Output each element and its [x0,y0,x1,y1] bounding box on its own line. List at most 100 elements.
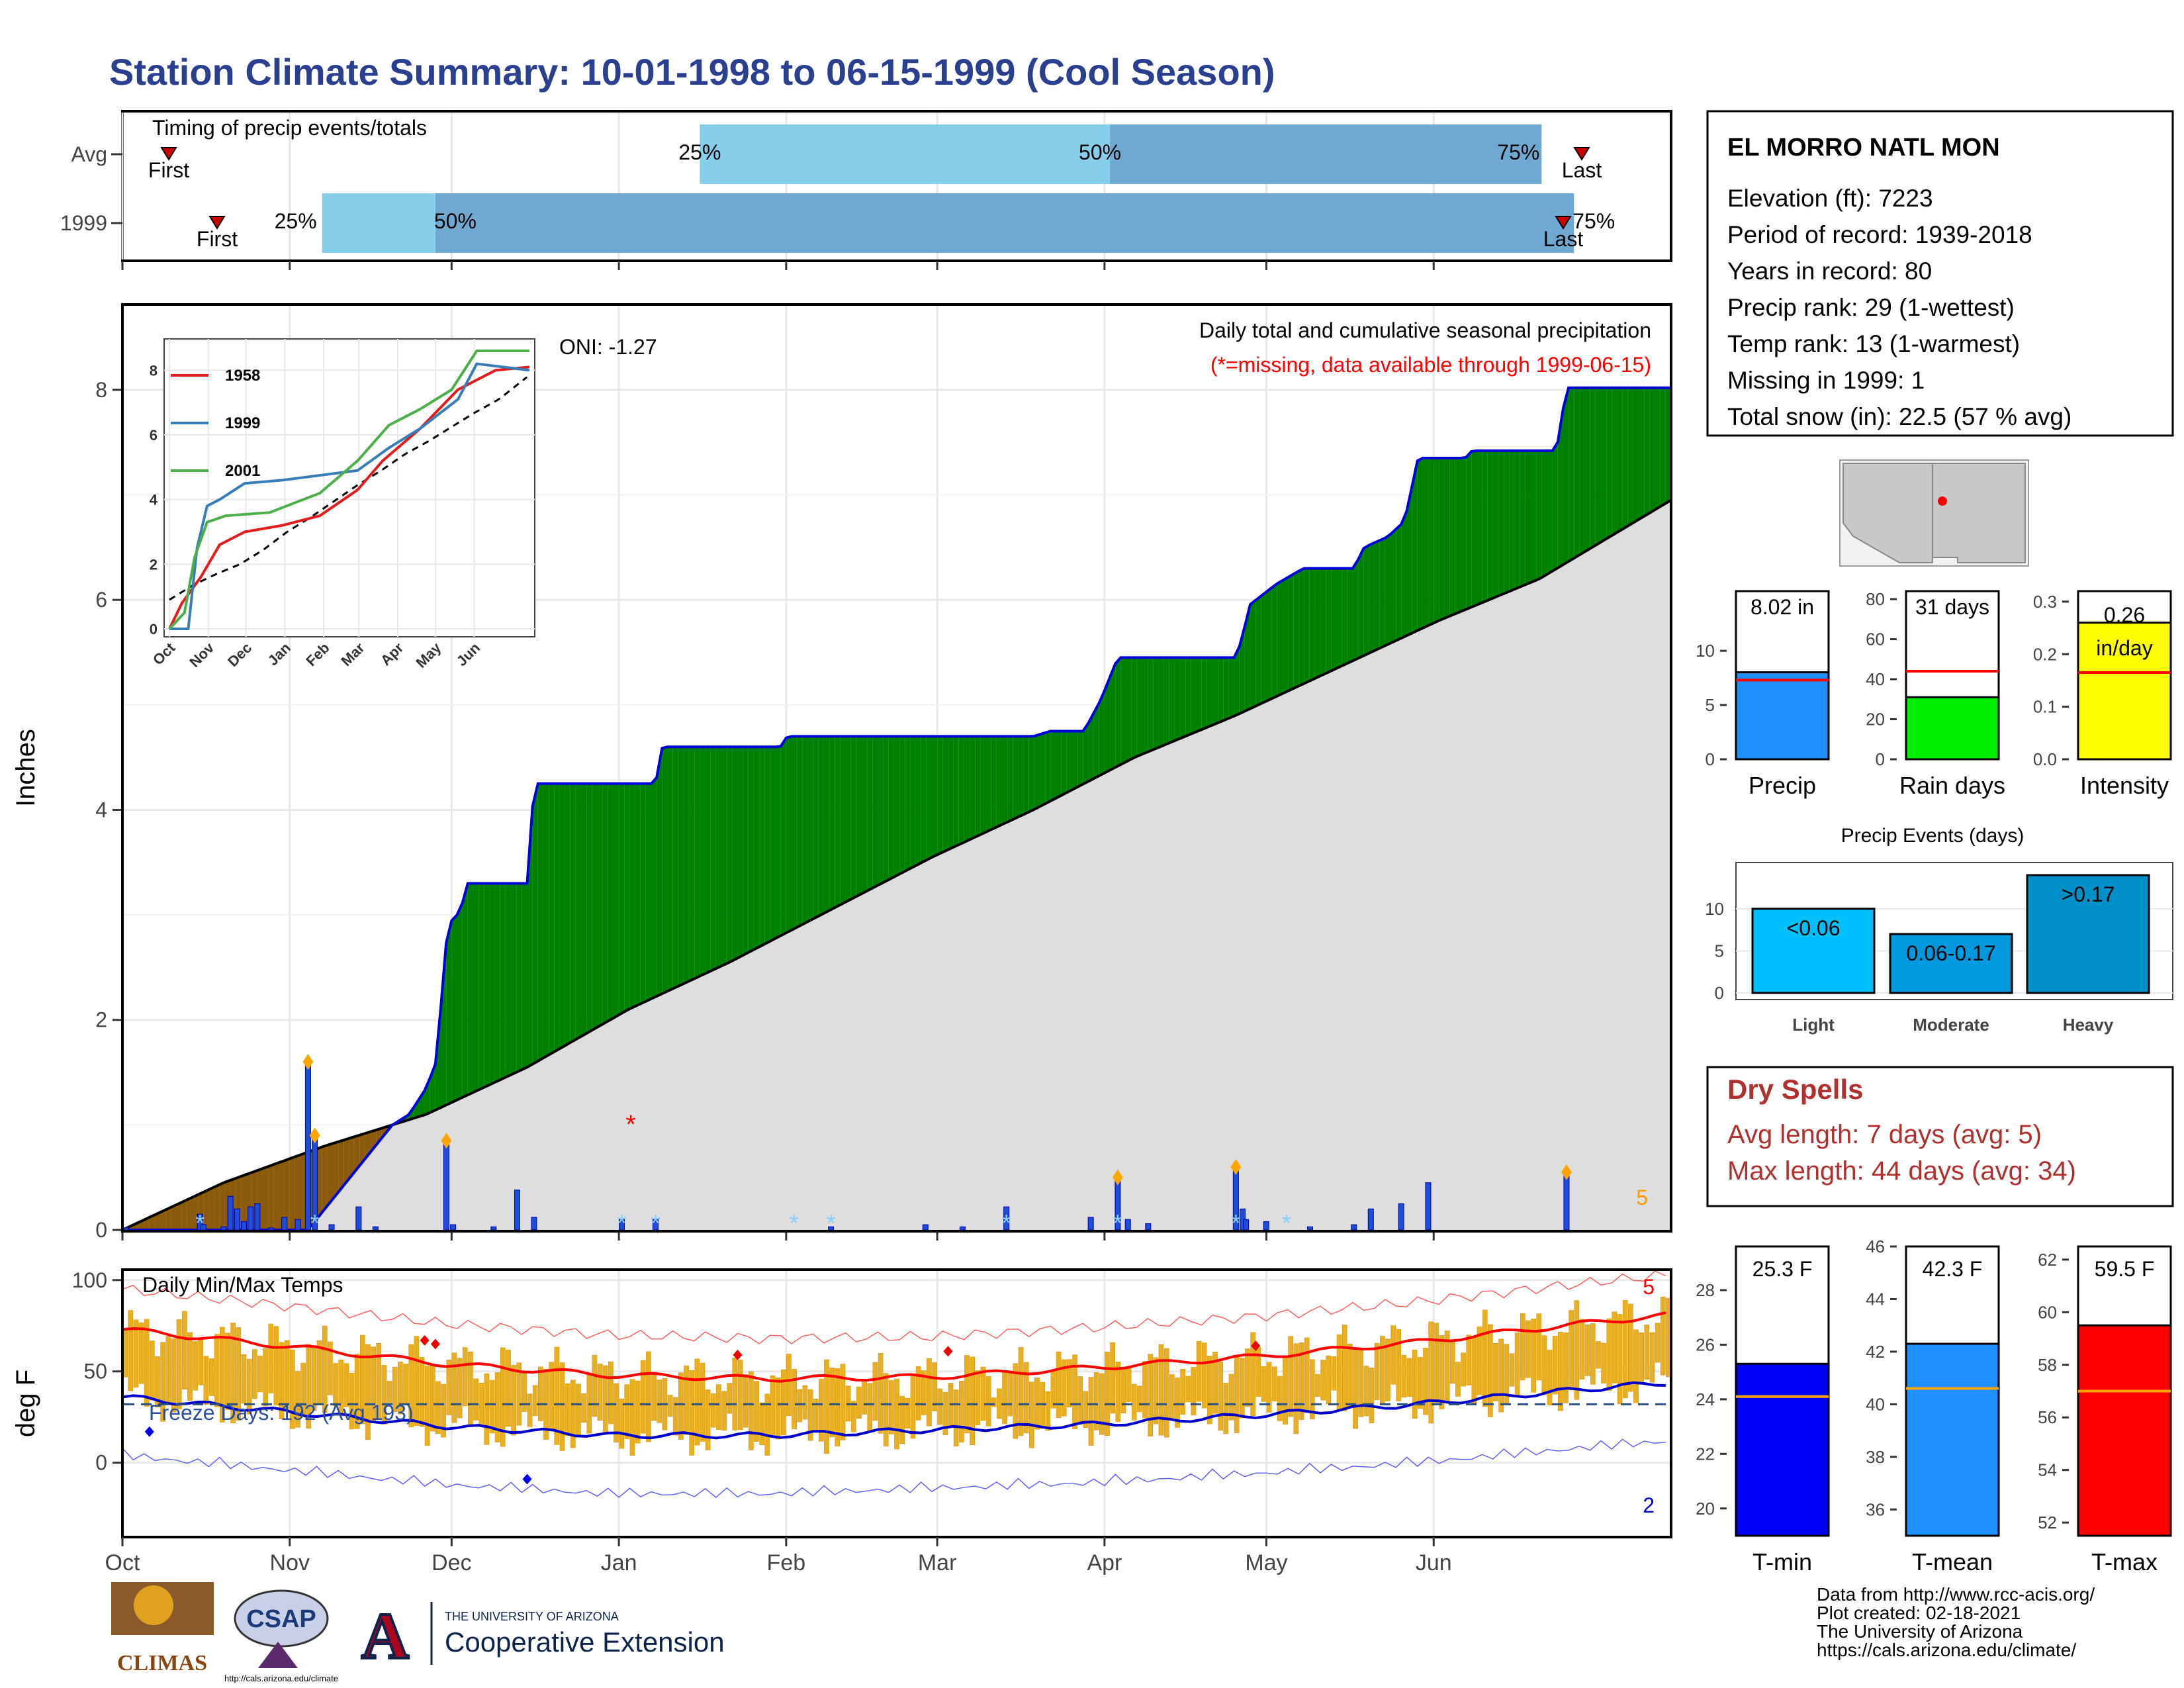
daily-temp-bar [171,1338,177,1413]
below-average-segment [214,1184,220,1230]
above-average-segment [1466,451,1472,610]
daily-precip-bar [1563,1172,1570,1231]
above-average-segment [662,747,668,994]
above-average-segment [672,747,678,989]
below-average-segment [316,1147,322,1219]
above-average-segment [1115,657,1121,768]
daily-temp-bar [1201,1342,1207,1409]
daily-temp-bar [743,1374,749,1428]
above-average-segment [1185,657,1191,737]
below-average-segment [219,1182,225,1230]
daily-temp-bar [807,1389,813,1441]
above-average-segment [1088,713,1094,782]
above-average-segment [1206,657,1212,727]
above-average-segment [1099,690,1105,776]
daily-temp-bar [1525,1320,1531,1378]
daily-temp-bar [1110,1342,1115,1414]
daily-temp-bar [1148,1354,1154,1436]
record-high-marker [430,1338,440,1350]
daily-temp-bar [1412,1350,1418,1419]
above-average-segment [489,883,495,1085]
above-average-segment [764,747,770,945]
daily-temp-bar [985,1376,991,1427]
above-average-segment [1520,450,1525,587]
daily-temp-bar [1196,1341,1202,1402]
above-average-segment [1422,458,1429,628]
above-average-segment [575,783,582,1040]
daily-temp-bar [1428,1321,1434,1424]
mini-category-label: Precip [1749,772,1816,799]
daily-temp-bar [473,1378,478,1421]
daily-temp-bar [225,1333,230,1410]
daily-temp-bar [829,1368,835,1437]
mini-value-bar [1905,696,2000,761]
above-average-segment [1018,736,1024,818]
month-label: Feb [767,1550,806,1575]
daily-precip-bar [1124,1219,1131,1231]
mini-y-tick-label: 60 [2038,1302,2057,1322]
mini-y-tick-label: 36 [1866,1499,1885,1519]
daily-temp-bar [1050,1371,1056,1409]
mini-y-tick-label: 22 [1696,1444,1715,1464]
missing-note: (*=missing, data available through 1999-… [1210,353,1651,377]
above-average-segment [1358,548,1364,659]
above-average-segment [1212,657,1218,726]
above-average-segment [1083,723,1089,784]
events-title: Precip Events (days) [1841,825,2025,847]
above-average-segment [748,747,754,953]
daily-temp-bar [1223,1383,1229,1434]
daily-temp-bar [1644,1325,1650,1380]
precip-y-ticks: 0 2 4 6 8 [95,378,1435,1242]
above-average-segment [602,783,608,1025]
mini-y-tick-label: 28 [1696,1280,1715,1300]
daily-temp-bar [850,1401,856,1432]
above-average-segment [845,736,851,902]
daily-temp-bar [1406,1358,1412,1397]
daily-temp-bar [1563,1333,1569,1403]
daily-precip-bar [1087,1217,1094,1231]
above-average-segment [613,783,619,1018]
above-average-segment [1639,387,1645,520]
snow-event-marker [1112,1169,1123,1186]
daily-temp-bar [451,1352,457,1423]
above-average-segment [840,736,846,906]
daily-temp-bar [1320,1360,1326,1401]
daily-temp-bar [1439,1335,1445,1409]
below-average-segment [241,1174,247,1230]
average-cumulative-line [122,498,1672,1231]
daily-temp-bar [1531,1319,1536,1393]
daily-temp-bar [284,1340,290,1410]
timing-bar-25-50 [700,124,1111,184]
daily-temp-bar [1547,1350,1553,1405]
first-event-label: First [197,227,238,251]
above-average-segment [813,736,819,919]
events-bar [2026,874,2150,994]
daily-precip-bar [531,1217,537,1231]
university-of-arizona-logo: A THE UNIVERSITY OF ARIZONA Cooperative … [360,1598,725,1674]
timing-label: Timing of precip events/totals [152,116,427,140]
below-average-segment [295,1154,301,1230]
daily-temp-bar [198,1339,204,1385]
daily-temp-bar [678,1372,684,1440]
daily-temp-bar [279,1342,285,1419]
daily-temp-bar [268,1323,274,1393]
daily-temp-bar [629,1379,635,1456]
daily-temp-bar [1493,1342,1498,1401]
below-average-segment [354,1135,360,1172]
above-average-segment [624,783,630,1012]
above-average-segment [1045,731,1051,804]
daily-temp-bar [1315,1374,1320,1397]
mini-y-tick-label: 58 [2038,1355,2057,1375]
precip-panel-frame [121,303,1672,1233]
events-y-tick-label: 5 [1715,941,1724,961]
below-average-segment [154,1212,161,1230]
new-mexico-shape [1932,463,2026,563]
mini-y-tick-label: 40 [1866,1394,1885,1414]
daily-temp-bar [1099,1373,1105,1435]
daily-temp-bar [624,1384,630,1439]
daily-temp-bar [754,1381,759,1442]
above-average-segment [1352,559,1359,661]
above-average-segment [910,736,916,869]
daily-temp-bar [942,1391,948,1436]
daily-temp-bar [1266,1362,1272,1413]
